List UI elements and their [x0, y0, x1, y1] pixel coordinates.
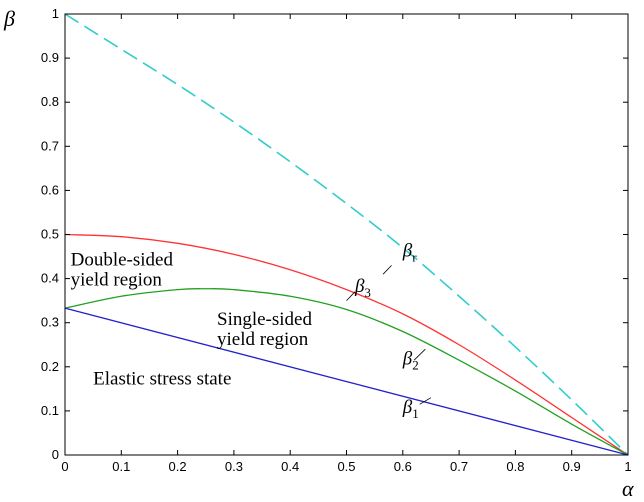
x-tick-label: 0.5 [337, 459, 355, 474]
curve-label-symbol: β [402, 397, 413, 418]
curve-label-leader [346, 291, 356, 301]
curve-label-subscript: 2 [412, 358, 419, 373]
region-label: Double-sided yield region [71, 249, 174, 290]
y-tick-label: 0.1 [41, 403, 59, 418]
series-line-beta-r [64, 13, 629, 456]
curve-label-beta-r: βr [402, 241, 417, 265]
x-tick-label: 0.2 [169, 459, 187, 474]
x-tick-label: 1 [624, 459, 631, 474]
x-tick-label: 0.3 [225, 459, 243, 474]
region-label-line: Single-sided [217, 309, 312, 330]
series-line-beta-2 [64, 288, 629, 456]
region-label-line: yield region [71, 269, 163, 290]
region-label-line: Elastic stress state [93, 368, 231, 389]
x-tick-label: 0.9 [563, 459, 581, 474]
curve-label-beta-3: β3 [354, 276, 371, 300]
y-tick-label: 0 [52, 447, 59, 462]
x-tick-label: 0.7 [450, 459, 468, 474]
x-axis-label: α [622, 476, 634, 501]
curve-label-leader [382, 265, 392, 275]
curves-layer [64, 13, 629, 456]
region-label: Single-sided yield region [217, 309, 312, 350]
y-tick-label: 1 [52, 6, 59, 21]
y-tick-label: 0.3 [41, 315, 59, 330]
curve-label-symbol: β [402, 241, 413, 262]
curve-label-beta-2: β2 [402, 349, 419, 373]
y-tick-label: 0.2 [41, 359, 59, 374]
x-tick-label: 0 [61, 459, 68, 474]
curve-label-leader [419, 397, 432, 405]
curve-label-leader [413, 348, 426, 361]
curve-label-subscript: r [412, 250, 417, 265]
curve-label-subscript: 1 [412, 406, 419, 421]
x-tick-label: 0.1 [112, 459, 130, 474]
x-tick-label: 0.8 [506, 459, 524, 474]
region-label-line: yield region [217, 329, 309, 350]
curve-label-symbol: β [354, 276, 365, 297]
region-label: Elastic stress state [93, 368, 231, 389]
series-line-beta-1 [64, 307, 629, 456]
y-axis-label: β [3, 6, 15, 31]
y-tick-label: 0.5 [41, 227, 59, 242]
x-tick-label: 0.6 [394, 459, 412, 474]
x-tick-label: 0.4 [281, 459, 299, 474]
y-tick-label: 0.6 [41, 182, 59, 197]
y-tick-label: 0.8 [41, 94, 59, 109]
y-tick-label: 0.7 [41, 138, 59, 153]
curve-label-beta-1: β1 [402, 397, 419, 421]
axes-layer: 0 0.1 0.2 0.3 0.4 0.5 0.6 0.7 0.8 0.9 1 0 0.1 0.2 0.3 0… [3, 6, 634, 501]
y-tick-label: 0.4 [41, 271, 59, 286]
curve-label-symbol: β [402, 349, 413, 370]
curve-label-subscript: 3 [364, 285, 371, 300]
region-label-line: Double-sided [71, 249, 174, 270]
series-line-beta-3 [64, 233, 629, 456]
y-tick-label: 0.9 [41, 50, 59, 65]
